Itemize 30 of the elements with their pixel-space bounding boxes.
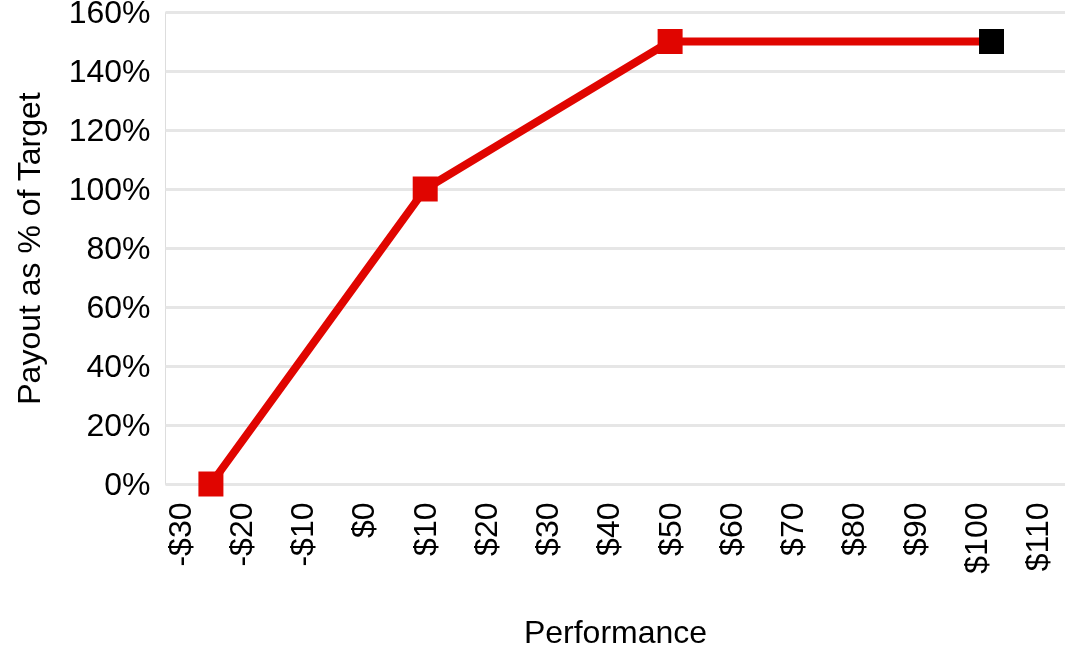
x-tick-label: -$20 bbox=[223, 502, 260, 567]
x-tick-label: $100 bbox=[957, 502, 994, 574]
y-tick-label: 120% bbox=[68, 111, 151, 148]
x-tick-label: $110 bbox=[1018, 502, 1055, 572]
x-tick-label: $20 bbox=[467, 502, 504, 556]
x-tick-label: $40 bbox=[590, 502, 627, 556]
x-tick-label: $30 bbox=[529, 502, 566, 556]
point bbox=[657, 29, 683, 54]
x-tick-label: $50 bbox=[651, 502, 688, 556]
point bbox=[412, 176, 438, 202]
x-tick-label: $0 bbox=[345, 502, 382, 539]
x-tick-label: $60 bbox=[712, 502, 749, 556]
y-tick-label: 160% bbox=[68, 0, 151, 30]
x-tick-label: $80 bbox=[835, 502, 872, 556]
x-tick-label: $90 bbox=[896, 502, 933, 556]
x-tick-label: -$30 bbox=[161, 502, 198, 567]
y-tick-label: 60% bbox=[86, 288, 151, 325]
x-tick-label: $10 bbox=[406, 502, 443, 556]
x-axis-title: Performance bbox=[523, 613, 708, 650]
y-tick-label: 20% bbox=[86, 406, 151, 443]
y-tick-label: 40% bbox=[86, 347, 151, 384]
y-axis-title: Payout as % of Target bbox=[10, 92, 47, 405]
y-tick-label: 0% bbox=[104, 465, 151, 502]
x-tick-label: -$10 bbox=[284, 502, 321, 567]
y-tick-label: 140% bbox=[68, 52, 151, 89]
point bbox=[979, 29, 1005, 54]
y-tick-label: 80% bbox=[86, 229, 151, 266]
x-tick-label: $70 bbox=[774, 502, 811, 556]
point bbox=[198, 471, 224, 497]
y-tick-label: 100% bbox=[68, 170, 151, 207]
